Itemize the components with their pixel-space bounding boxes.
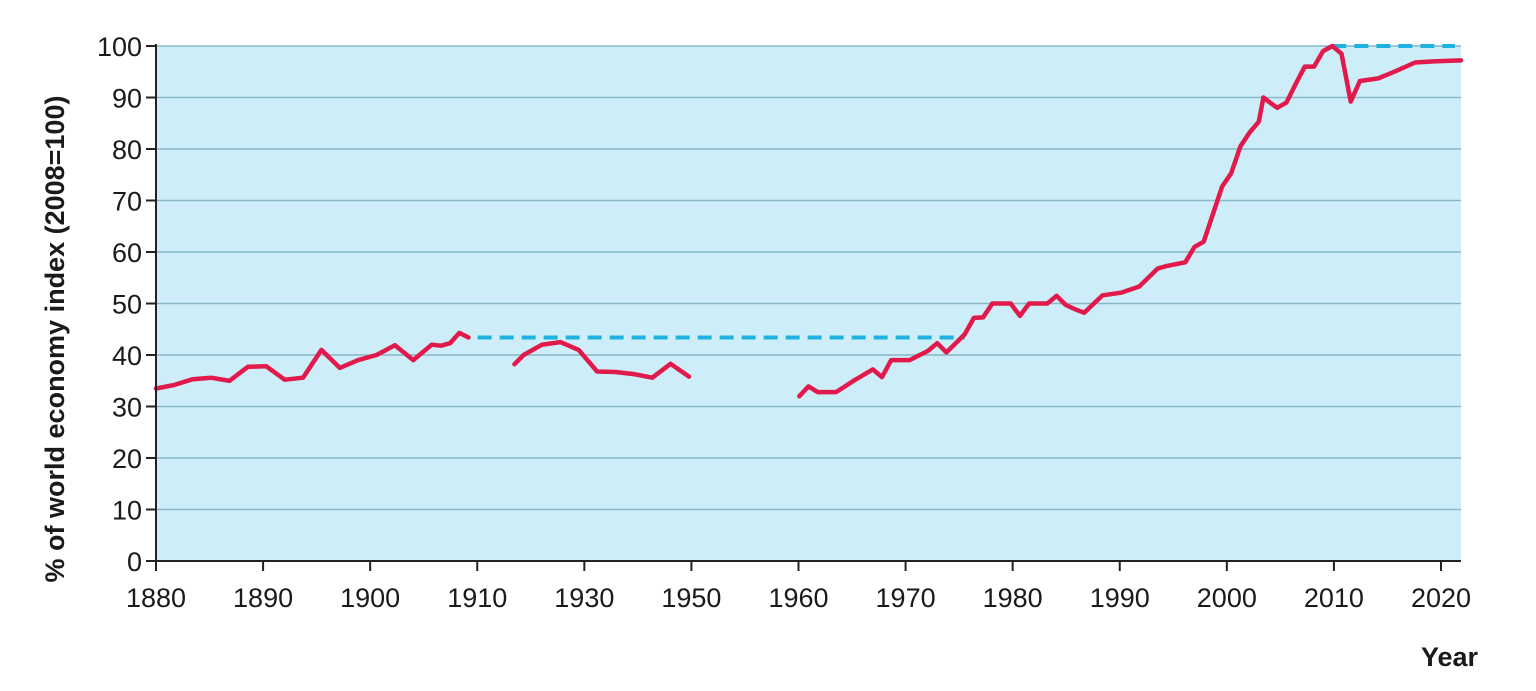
reference-lines xyxy=(477,44,1455,340)
x-tick-label: 1890 xyxy=(233,583,293,613)
x-tick-label: 1880 xyxy=(126,583,186,613)
series-line-segment xyxy=(512,339,692,380)
data-series xyxy=(153,43,1464,399)
x-tick-label: 1960 xyxy=(768,583,828,613)
x-tick-label: 1990 xyxy=(1090,583,1150,613)
x-tick-label: 2010 xyxy=(1304,583,1364,613)
x-tick-label: 2000 xyxy=(1197,583,1257,613)
y-tick-label: 10 xyxy=(112,496,142,526)
x-axis-ticks: 1880 1890 1900 1910 1930 1950 1960 1970 1980 1990… xyxy=(126,561,1471,613)
x-tick-label: 1930 xyxy=(554,583,614,613)
x-tick-label: 1910 xyxy=(447,583,507,613)
y-axis-ticks: 0 10 20 30 40 50 60 70 80 90 100 xyxy=(97,32,156,577)
y-tick-label: 0 xyxy=(127,547,142,577)
x-tick-label: 1900 xyxy=(340,583,400,613)
series-line-segment xyxy=(797,43,1464,399)
x-tick-label: 2020 xyxy=(1411,583,1471,613)
y-tick-label: 100 xyxy=(97,32,142,62)
y-tick-label: 70 xyxy=(112,187,142,217)
y-tick-label: 90 xyxy=(112,84,142,114)
y-tick-label: 80 xyxy=(112,135,142,165)
y-tick-label: 20 xyxy=(112,444,142,474)
y-tick-label: 50 xyxy=(112,290,142,320)
x-tick-label: 1950 xyxy=(661,583,721,613)
x-tick-label: 1980 xyxy=(983,583,1043,613)
gridlines xyxy=(156,45,1461,511)
x-axis-title: Year xyxy=(1421,642,1479,672)
x-tick-label: 1970 xyxy=(876,583,936,613)
series-line-segment xyxy=(153,330,471,391)
y-axis-title: % of world economy index (2008=100) xyxy=(40,96,70,583)
y-tick-label: 30 xyxy=(112,393,142,423)
y-tick-label: 60 xyxy=(112,238,142,268)
y-tick-label: 40 xyxy=(112,341,142,371)
